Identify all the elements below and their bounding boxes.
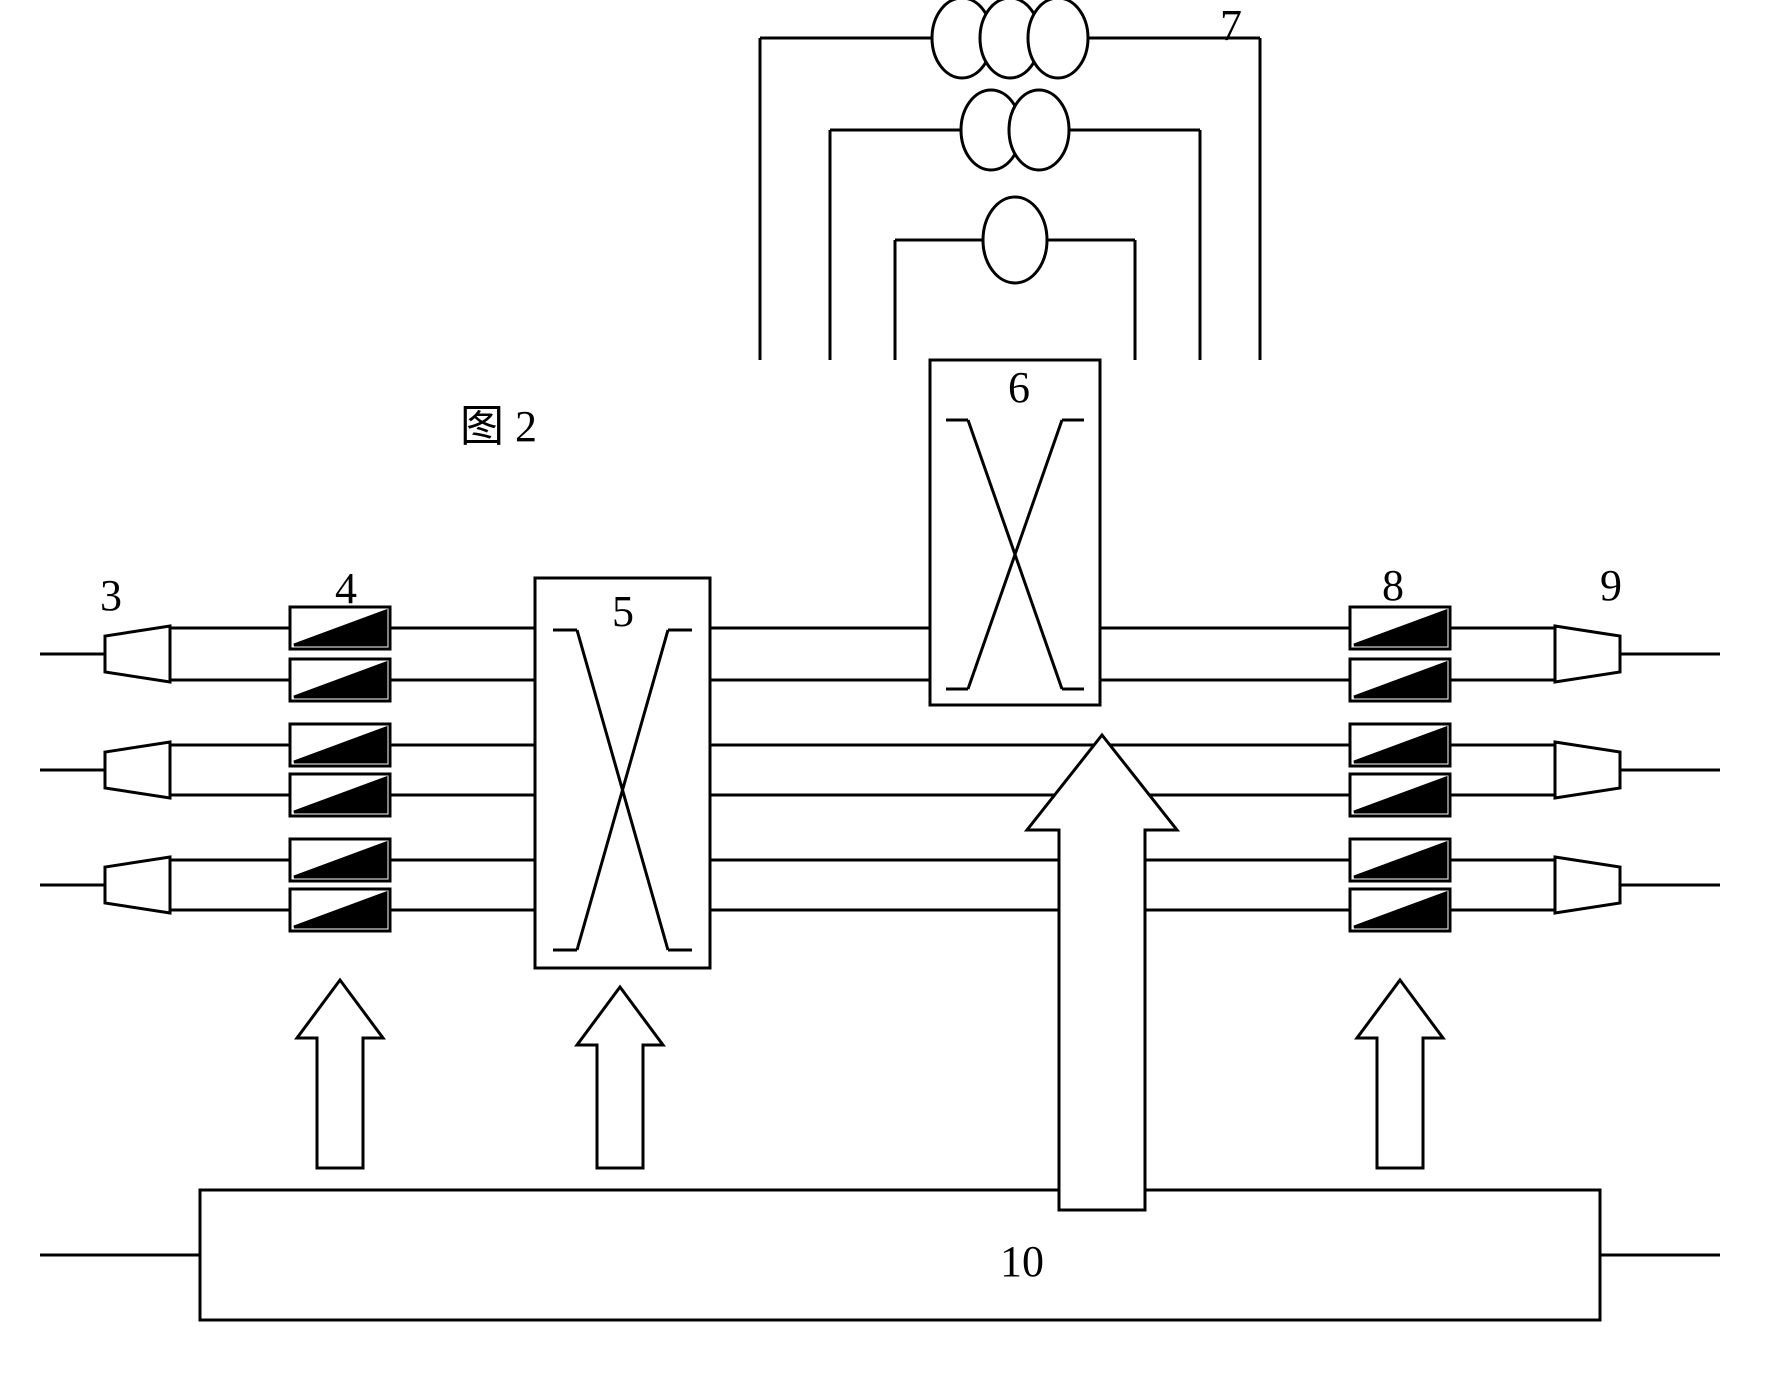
diagram-canvas: 图 2 3 4 5 6 7 8 9 10: [0, 0, 1777, 1393]
figure-label: 图 2: [460, 390, 537, 454]
label-7: 7: [1220, 0, 1242, 51]
label-10: 10: [1000, 1236, 1044, 1287]
label-8: 8: [1382, 560, 1404, 611]
label-4: 4: [335, 563, 357, 614]
label-3: 3: [100, 570, 122, 621]
label-9: 9: [1600, 560, 1622, 611]
label-5: 5: [612, 586, 634, 637]
label-6: 6: [1008, 362, 1030, 413]
diagram-svg: [0, 0, 1777, 1393]
